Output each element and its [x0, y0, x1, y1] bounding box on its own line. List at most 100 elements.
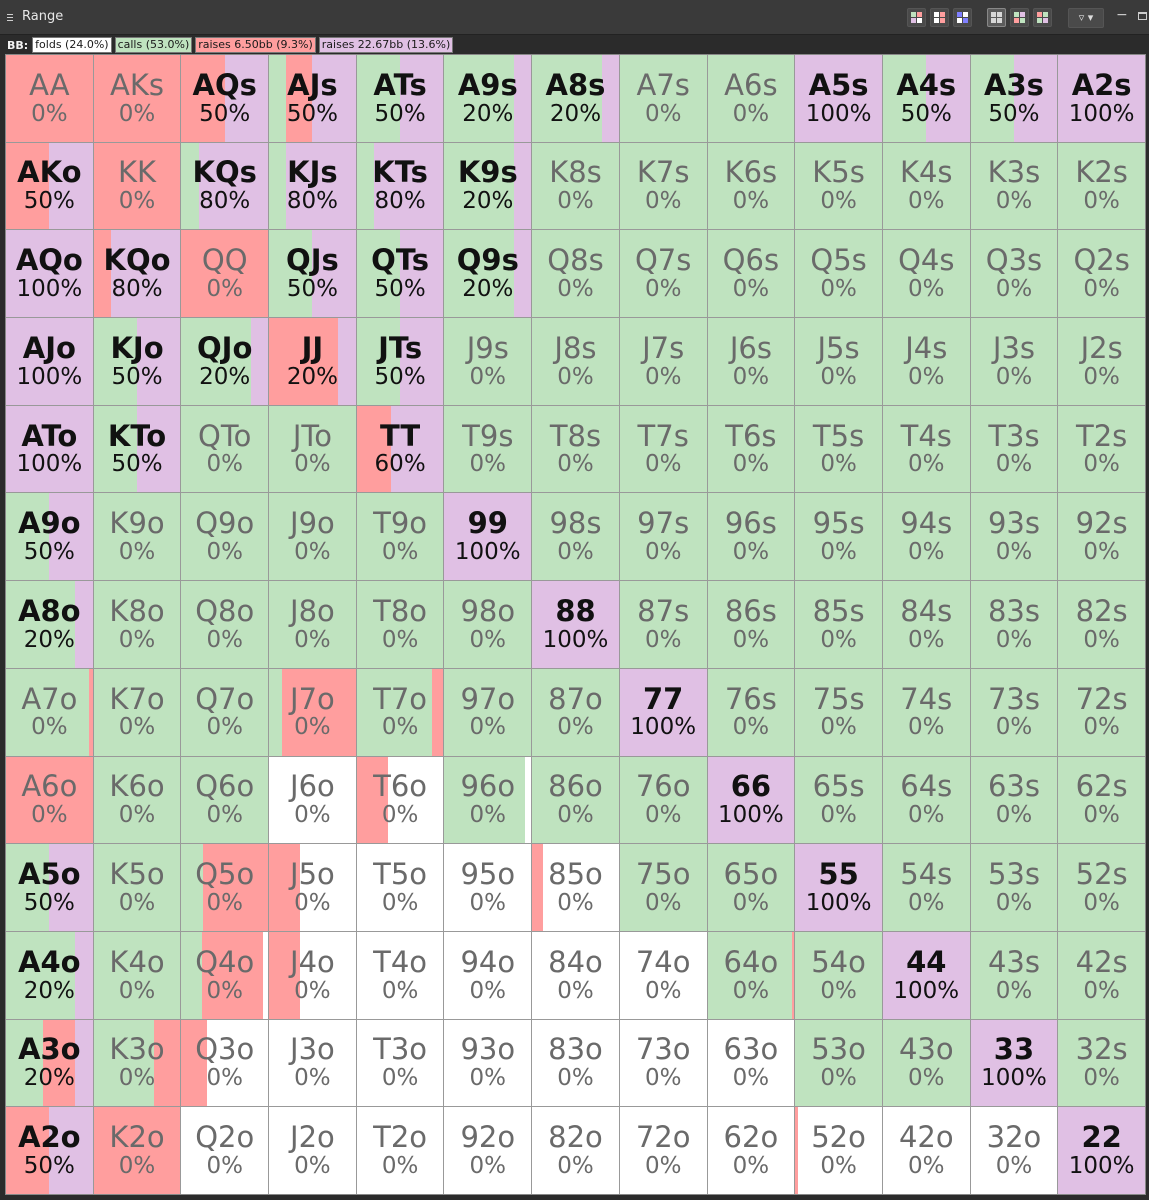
hand-cell-T3s[interactable]: T3s 0%: [970, 405, 1058, 493]
hand-cell-T4s[interactable]: T4s 0%: [882, 405, 970, 493]
hand-cell-KQs[interactable]: KQs 80%: [181, 142, 269, 230]
hand-cell-33[interactable]: 33 100%: [970, 1019, 1058, 1107]
hand-cell-82s[interactable]: 82s 0%: [1058, 581, 1145, 668]
hand-cell-86o[interactable]: 86o 0%: [532, 756, 619, 844]
hand-cell-A6o[interactable]: A6o 0%: [6, 756, 93, 844]
mixed-view-icon[interactable]: [1033, 8, 1052, 27]
hand-cell-J6o[interactable]: J6o 0%: [269, 756, 356, 844]
hand-cell-A9o[interactable]: A9o 50%: [6, 493, 93, 581]
hand-cell-T8o[interactable]: T8o 0%: [356, 581, 444, 668]
hand-cell-QTs[interactable]: QTs 50%: [356, 230, 444, 318]
hand-cell-93s[interactable]: 93s 0%: [970, 493, 1058, 581]
hand-cell-32o[interactable]: 32o 0%: [970, 1107, 1058, 1194]
hand-cell-72o[interactable]: 72o 0%: [619, 1107, 707, 1194]
grid-view-icon[interactable]: [1010, 8, 1029, 27]
hand-cell-62o[interactable]: 62o 0%: [707, 1107, 795, 1194]
hand-cell-22[interactable]: 22 100%: [1058, 1107, 1145, 1194]
hand-cell-A2s[interactable]: A2s 100%: [1058, 55, 1145, 142]
hand-cell-QJo[interactable]: QJo 20%: [181, 318, 269, 405]
hand-cell-Q4o[interactable]: Q4o 0%: [181, 931, 269, 1019]
hand-cell-Q3o[interactable]: Q3o 0%: [181, 1019, 269, 1107]
hand-cell-95s[interactable]: 95s 0%: [795, 493, 882, 581]
hand-cell-75s[interactable]: 75s 0%: [795, 668, 882, 756]
hand-cell-Q9s[interactable]: Q9s 20%: [444, 230, 532, 318]
hand-cell-A4s[interactable]: A4s 50%: [882, 55, 970, 142]
hand-cell-84s[interactable]: 84s 0%: [882, 581, 970, 668]
hand-cell-ATo[interactable]: ATo 100%: [6, 405, 93, 493]
hand-cell-A3o[interactable]: A3o 20%: [6, 1019, 93, 1107]
hand-cell-A4o[interactable]: A4o 20%: [6, 931, 93, 1019]
hand-cell-93o[interactable]: 93o 0%: [444, 1019, 532, 1107]
hand-cell-J6s[interactable]: J6s 0%: [707, 318, 795, 405]
hand-cell-83o[interactable]: 83o 0%: [532, 1019, 619, 1107]
hand-cell-74o[interactable]: 74o 0%: [619, 931, 707, 1019]
hand-cell-73o[interactable]: 73o 0%: [619, 1019, 707, 1107]
hand-cell-K7s[interactable]: K7s 0%: [619, 142, 707, 230]
hand-cell-77[interactable]: 77 100%: [619, 668, 707, 756]
hand-cell-Q5o[interactable]: Q5o 0%: [181, 844, 269, 931]
hand-cell-96s[interactable]: 96s 0%: [707, 493, 795, 581]
hand-cell-66[interactable]: 66 100%: [707, 756, 795, 844]
hand-cell-Q8o[interactable]: Q8o 0%: [181, 581, 269, 668]
hand-cell-A8o[interactable]: A8o 20%: [6, 581, 93, 668]
hand-cell-Q2o[interactable]: Q2o 0%: [181, 1107, 269, 1194]
hand-cell-T4o[interactable]: T4o 0%: [356, 931, 444, 1019]
hand-cell-J3s[interactable]: J3s 0%: [970, 318, 1058, 405]
hand-cell-98s[interactable]: 98s 0%: [532, 493, 619, 581]
hand-cell-A7o[interactable]: A7o 0%: [6, 668, 93, 756]
hand-cell-52s[interactable]: 52s 0%: [1058, 844, 1145, 931]
hand-cell-J4s[interactable]: J4s 0%: [882, 318, 970, 405]
hand-cell-J9s[interactable]: J9s 0%: [444, 318, 532, 405]
hand-cell-KJo[interactable]: KJo 50%: [93, 318, 181, 405]
hand-cell-63s[interactable]: 63s 0%: [970, 756, 1058, 844]
legend-raises-small[interactable]: raises 6.50bb (9.3%): [195, 37, 316, 53]
hand-cell-64o[interactable]: 64o 0%: [707, 931, 795, 1019]
hand-cell-T9o[interactable]: T9o 0%: [356, 493, 444, 581]
hand-cell-AJs[interactable]: AJs 50%: [269, 55, 356, 142]
hand-cell-JJ[interactable]: JJ 20%: [269, 318, 356, 405]
hand-cell-K4s[interactable]: K4s 0%: [882, 142, 970, 230]
hand-cell-T7s[interactable]: T7s 0%: [619, 405, 707, 493]
hand-cell-Q5s[interactable]: Q5s 0%: [795, 230, 882, 318]
hand-cell-95o[interactable]: 95o 0%: [444, 844, 532, 931]
hand-cell-K9o[interactable]: K9o 0%: [93, 493, 181, 581]
hand-cell-JTo[interactable]: JTo 0%: [269, 405, 356, 493]
hand-cell-54o[interactable]: 54o 0%: [795, 931, 882, 1019]
hand-cell-42s[interactable]: 42s 0%: [1058, 931, 1145, 1019]
hand-cell-62s[interactable]: 62s 0%: [1058, 756, 1145, 844]
hand-cell-KTs[interactable]: KTs 80%: [356, 142, 444, 230]
color-view-icon[interactable]: [907, 8, 926, 27]
hand-cell-AKo[interactable]: AKo 50%: [6, 142, 93, 230]
hand-cell-A6s[interactable]: A6s 0%: [707, 55, 795, 142]
hand-cell-Q3s[interactable]: Q3s 0%: [970, 230, 1058, 318]
hand-cell-KQo[interactable]: KQo 80%: [93, 230, 181, 318]
hand-cell-AA[interactable]: AA 0%: [6, 55, 93, 142]
hand-cell-QTo[interactable]: QTo 0%: [181, 405, 269, 493]
hand-cell-53s[interactable]: 53s 0%: [970, 844, 1058, 931]
panel-menu-icon[interactable]: [7, 14, 13, 21]
hand-cell-KK[interactable]: KK 0%: [93, 142, 181, 230]
hand-cell-Q6s[interactable]: Q6s 0%: [707, 230, 795, 318]
hand-cell-76o[interactable]: 76o 0%: [619, 756, 707, 844]
hand-cell-Q7s[interactable]: Q7s 0%: [619, 230, 707, 318]
hand-cell-64s[interactable]: 64s 0%: [882, 756, 970, 844]
hand-cell-T2s[interactable]: T2s 0%: [1058, 405, 1145, 493]
hand-cell-85s[interactable]: 85s 0%: [795, 581, 882, 668]
hand-cell-K6o[interactable]: K6o 0%: [93, 756, 181, 844]
hand-cell-87s[interactable]: 87s 0%: [619, 581, 707, 668]
hand-cell-87o[interactable]: 87o 0%: [532, 668, 619, 756]
hand-cell-T9s[interactable]: T9s 0%: [444, 405, 532, 493]
hand-cell-J5s[interactable]: J5s 0%: [795, 318, 882, 405]
hand-cell-86s[interactable]: 86s 0%: [707, 581, 795, 668]
hand-cell-43o[interactable]: 43o 0%: [882, 1019, 970, 1107]
hand-cell-A5o[interactable]: A5o 50%: [6, 844, 93, 931]
hand-cell-94o[interactable]: 94o 0%: [444, 931, 532, 1019]
hand-cell-K8s[interactable]: K8s 0%: [532, 142, 619, 230]
hand-cell-TT[interactable]: TT 60%: [356, 405, 444, 493]
hand-cell-T2o[interactable]: T2o 0%: [356, 1107, 444, 1194]
hand-cell-A7s[interactable]: A7s 0%: [619, 55, 707, 142]
hand-cell-43s[interactable]: 43s 0%: [970, 931, 1058, 1019]
hand-cell-92s[interactable]: 92s 0%: [1058, 493, 1145, 581]
hand-cell-K3s[interactable]: K3s 0%: [970, 142, 1058, 230]
hand-cell-AQo[interactable]: AQo 100%: [6, 230, 93, 318]
